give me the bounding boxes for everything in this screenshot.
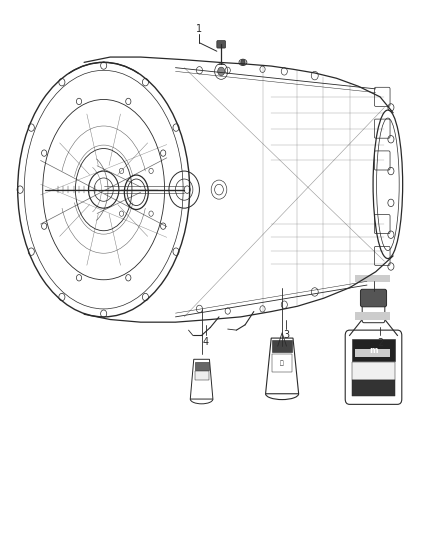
Text: m: m [369, 345, 378, 354]
FancyBboxPatch shape [352, 362, 395, 380]
Text: 3: 3 [283, 330, 290, 341]
Text: ⓜ: ⓜ [280, 360, 284, 366]
Circle shape [241, 60, 245, 65]
Circle shape [218, 67, 225, 76]
FancyBboxPatch shape [355, 312, 390, 319]
FancyBboxPatch shape [194, 372, 208, 380]
FancyBboxPatch shape [217, 41, 226, 48]
FancyBboxPatch shape [355, 275, 390, 282]
FancyBboxPatch shape [352, 338, 395, 361]
Text: 2: 2 [377, 338, 383, 348]
FancyBboxPatch shape [352, 381, 395, 397]
FancyBboxPatch shape [360, 289, 387, 307]
FancyBboxPatch shape [272, 354, 292, 372]
Text: 1: 1 [196, 24, 202, 34]
FancyBboxPatch shape [194, 362, 208, 370]
FancyBboxPatch shape [272, 340, 292, 352]
Text: 4: 4 [203, 337, 209, 347]
FancyBboxPatch shape [355, 349, 390, 357]
